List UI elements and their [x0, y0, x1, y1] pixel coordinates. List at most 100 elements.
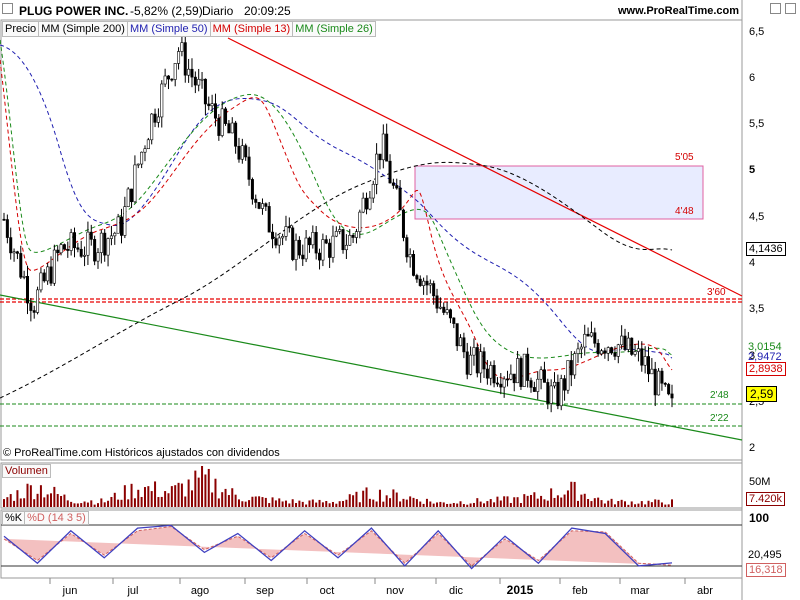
candle-body — [203, 78, 207, 105]
legend-stoch-d[interactable]: %D (14 3 5) — [27, 512, 86, 524]
legend-sma50[interactable]: MM (Simple 50) — [128, 22, 211, 36]
candle-body — [660, 370, 664, 384]
candle-body — [539, 369, 543, 380]
candle-body — [375, 153, 379, 185]
volume-bar — [254, 496, 257, 507]
volume-bar — [190, 490, 193, 507]
candle-body — [331, 235, 335, 258]
volume-bar — [234, 494, 237, 507]
volume-bar — [405, 499, 408, 507]
volume-bar — [244, 501, 247, 507]
legend-stoch-k[interactable]: %K — [3, 512, 26, 524]
candle-body — [277, 237, 281, 246]
candle-body — [297, 239, 301, 256]
candle-body — [354, 231, 358, 238]
stoch-last-d: 16,318 — [746, 563, 786, 577]
legend-sma200[interactable]: MM (Simple 200) — [39, 22, 128, 36]
candle-body — [442, 306, 446, 313]
sma13-line — [0, 59, 673, 380]
volume-bar — [167, 493, 170, 507]
candle-body — [210, 103, 214, 107]
candle-body — [163, 75, 167, 85]
volume-bar — [399, 501, 402, 507]
volume-last: 7.420k — [746, 492, 786, 506]
candle-body — [479, 351, 483, 374]
volume-bar — [368, 498, 371, 507]
candle-body — [462, 337, 466, 353]
volume-legend[interactable]: Volumen — [2, 464, 51, 478]
candle-body — [415, 275, 419, 280]
candle-body — [657, 370, 661, 396]
maximize-button[interactable] — [785, 3, 796, 14]
volume-bar — [348, 494, 351, 507]
candle-body — [455, 323, 459, 347]
candle-body — [365, 197, 369, 210]
volume-bar — [597, 497, 600, 507]
candle-body — [519, 358, 523, 387]
candle-body — [59, 244, 63, 254]
candle-body — [267, 206, 271, 233]
candle-body — [133, 164, 137, 203]
legend-precio[interactable]: Precio — [3, 22, 40, 36]
candle-body — [445, 309, 449, 313]
volume-bar — [476, 498, 479, 507]
volume-bar — [187, 479, 190, 507]
volume-bar — [644, 504, 647, 507]
candle-body — [344, 244, 348, 251]
volume-bar — [650, 502, 653, 507]
volume-bar — [634, 504, 637, 507]
volume-bar — [335, 503, 338, 507]
legend-sma13[interactable]: MM (Simple 13) — [211, 22, 294, 36]
month-label: mar — [631, 585, 650, 597]
candle-body — [103, 232, 107, 256]
minimize-button[interactable] — [770, 3, 781, 14]
legend-sma26[interactable]: MM (Simple 26) — [295, 23, 373, 35]
candle-body — [613, 352, 617, 357]
volume-bar — [76, 503, 79, 507]
volume-bar — [550, 488, 553, 507]
volume-bar — [516, 497, 519, 507]
volume-bar — [164, 491, 167, 507]
collapse-button[interactable] — [2, 3, 13, 14]
volume-bar — [201, 466, 204, 507]
candle-body — [506, 378, 510, 381]
volume-bar — [110, 496, 113, 507]
volume-bar — [566, 490, 569, 507]
volume-bar — [66, 500, 69, 507]
candle-body — [499, 383, 503, 388]
candle-body — [99, 232, 103, 253]
volume-bar — [184, 496, 187, 507]
volume-bar — [321, 502, 324, 507]
candle-body — [603, 350, 607, 354]
candle-body — [620, 335, 624, 346]
volume-bar — [432, 503, 435, 507]
candle-body — [338, 229, 342, 232]
volume-bar — [56, 494, 59, 507]
volume-bar — [29, 485, 32, 507]
volume-bar — [298, 500, 301, 507]
candle-body — [563, 378, 567, 391]
volume-bar — [318, 499, 321, 507]
candle-body — [398, 187, 402, 211]
volume-bar — [546, 500, 549, 507]
volume-bar — [70, 501, 73, 507]
candle-body — [36, 289, 40, 313]
candle-body — [274, 238, 278, 246]
candle-body — [516, 358, 520, 384]
volume-bar — [647, 500, 650, 507]
candle-body — [69, 232, 73, 251]
volume-bar — [479, 501, 482, 507]
candle-body — [230, 122, 234, 134]
volume-bar — [211, 492, 214, 507]
volume-bar — [392, 489, 395, 507]
volume-bar — [248, 500, 251, 507]
candle-body — [166, 75, 170, 80]
candle-body — [546, 382, 550, 404]
candle-body — [465, 351, 469, 375]
volume-bar — [123, 485, 126, 507]
volume-bar — [577, 500, 580, 507]
candle-body — [227, 123, 231, 134]
month-label: jun — [62, 585, 78, 597]
price-panel[interactable] — [0, 19, 743, 461]
